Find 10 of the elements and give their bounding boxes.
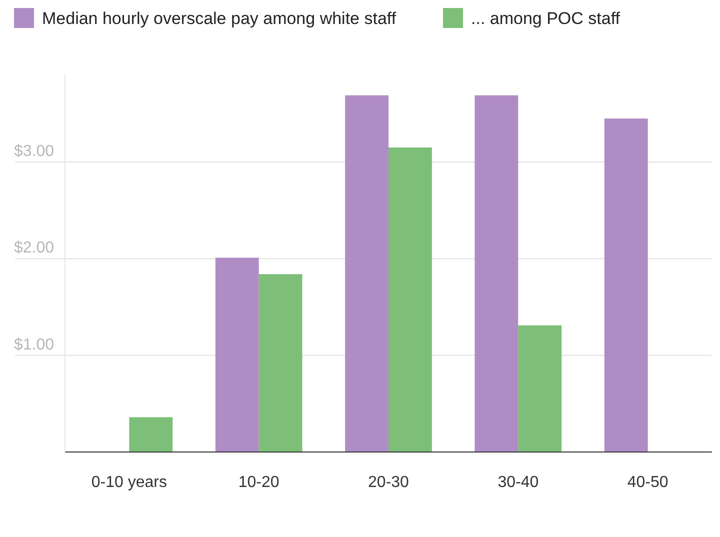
x-tick-label: 0-10 years xyxy=(91,474,167,491)
x-tick-label: 30-40 xyxy=(498,474,539,491)
x-tick-label: 20-30 xyxy=(368,474,410,491)
y-tick-label: $3.00 xyxy=(14,143,54,160)
legend-label: Median hourly overscale pay among white staff xyxy=(42,9,396,28)
legend-label: ... among POC staff xyxy=(471,9,620,28)
x-tick-label: 40-50 xyxy=(627,474,668,491)
y-tick-label: $1.00 xyxy=(14,336,54,354)
x-tick-label: 10-20 xyxy=(238,474,280,491)
y-tick-label: $2.00 xyxy=(14,240,54,257)
